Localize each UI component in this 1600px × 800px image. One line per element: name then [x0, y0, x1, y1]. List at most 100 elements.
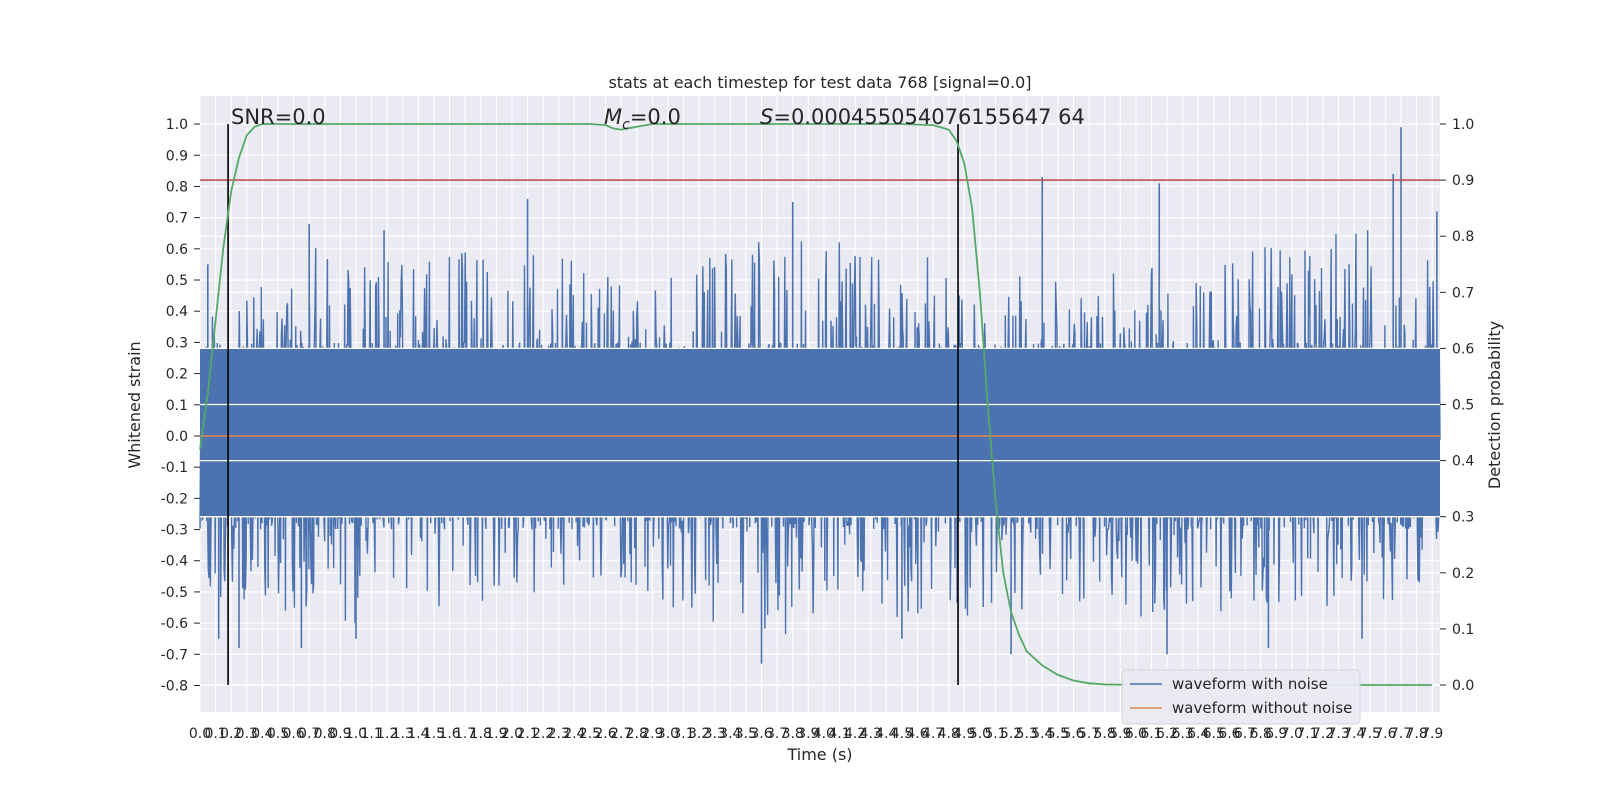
y-left-tick-label: -0.1 — [161, 460, 188, 476]
y-right-tick-label: 0.2 — [1452, 566, 1474, 582]
annotation-s-symbol: S — [760, 105, 773, 129]
x-tick-label: 1.0 — [345, 726, 367, 742]
x-tick-label: 7.2 — [1312, 726, 1334, 742]
x-tick-label: 3.3 — [704, 726, 726, 742]
x-tick-label: 5.6 — [1062, 726, 1084, 742]
x-tick-label: 6.1 — [1140, 726, 1162, 742]
y-left-tick-label: -0.8 — [161, 678, 188, 694]
series-waveform-without-noise — [200, 347, 1440, 518]
annotation-s-value: =0.000455054076155647 64 — [773, 105, 1085, 129]
x-axis-label: Time (s) — [786, 745, 852, 764]
x-tick-label: 2.8 — [626, 726, 648, 742]
x-tick-label: 5.3 — [1016, 726, 1038, 742]
x-tick-label: 6.5 — [1203, 726, 1225, 742]
x-tick-label: 1.5 — [423, 726, 445, 742]
x-tick-label: 1.4 — [407, 726, 429, 742]
x-tick-label: 6.6 — [1218, 726, 1240, 742]
x-tick-label: 2.0 — [501, 726, 523, 742]
x-tick-label: 1.3 — [392, 726, 414, 742]
y-left-tick-label: 0.0 — [166, 429, 188, 445]
x-tick-label: 6.9 — [1265, 726, 1287, 742]
x-tick-label: 4.0 — [813, 726, 835, 742]
y-left-axis-label: Whitened strain — [125, 341, 144, 468]
x-tick-label: 7.7 — [1390, 726, 1412, 742]
y-right-tick-label: 0.1 — [1452, 622, 1474, 638]
x-tick-label: 4.4 — [875, 726, 897, 742]
x-tick-label: 7.5 — [1359, 726, 1381, 742]
x-tick-label: 0.1 — [204, 726, 226, 742]
x-tick-label: 7.1 — [1296, 726, 1318, 742]
x-tick-label: 3.1 — [672, 726, 694, 742]
x-tick-label: 5.7 — [1078, 726, 1100, 742]
x-tick-label: 5.1 — [984, 726, 1006, 742]
x-tick-label: 0.5 — [267, 726, 289, 742]
x-tick-label: 2.4 — [563, 726, 585, 742]
x-tick-label: 0.2 — [220, 726, 242, 742]
x-tick-label: 4.6 — [906, 726, 928, 742]
y-left-tick-label: -0.7 — [161, 647, 188, 663]
x-tick-label: 4.1 — [828, 726, 850, 742]
x-tick-label: 3.2 — [688, 726, 710, 742]
x-tick-label: 3.8 — [782, 726, 804, 742]
x-tick-label: 1.1 — [360, 726, 382, 742]
x-tick-label: 7.8 — [1405, 726, 1427, 742]
chart-title: stats at each timestep for test data 768… — [608, 73, 1031, 92]
x-tick-label: 2.1 — [516, 726, 538, 742]
x-tick-label: 4.5 — [891, 726, 913, 742]
x-tick-label: 5.9 — [1109, 726, 1131, 742]
x-tick-label: 0.7 — [298, 726, 320, 742]
x-tick-label: 4.3 — [860, 726, 882, 742]
legend-box — [1121, 669, 1361, 725]
y-right-tick-label: 0.9 — [1452, 173, 1474, 189]
x-tick-label: 1.9 — [485, 726, 507, 742]
legend-label-clean: waveform without noise — [1172, 699, 1352, 717]
y-right-tick-label: 0.0 — [1452, 678, 1474, 694]
x-tick-label: 2.5 — [579, 726, 601, 742]
x-tick-label: 6.3 — [1172, 726, 1194, 742]
x-tick-label: 5.8 — [1094, 726, 1116, 742]
noise-trace — [199, 230, 1441, 635]
y-left-tick-label: 0.5 — [166, 273, 188, 289]
y-right-tick-label: 0.7 — [1452, 285, 1474, 301]
x-tick-label: 6.7 — [1234, 726, 1256, 742]
annotation-s: S=0.000455054076155647 64 — [760, 105, 1085, 129]
x-tick-label: 5.5 — [1047, 726, 1069, 742]
x-tick-label: 7.3 — [1327, 726, 1349, 742]
x-tick-label: 2.2 — [532, 726, 554, 742]
x-tick-label: 6.8 — [1249, 726, 1271, 742]
y-left-tick-label: -0.5 — [161, 585, 188, 601]
x-tick-label: 0.9 — [329, 726, 351, 742]
y-left-tick-label: -0.6 — [161, 616, 188, 632]
y-left-tick-label: -0.2 — [161, 491, 188, 507]
x-tick-label: 7.4 — [1343, 726, 1365, 742]
x-tick-label: 4.9 — [953, 726, 975, 742]
y-right-tick-label: 0.4 — [1452, 454, 1474, 470]
series-waveform-with-noise — [199, 127, 1441, 664]
y-left-tick-label: -0.4 — [161, 554, 188, 570]
y-right-axis-label: Detection probability — [1485, 321, 1504, 489]
x-tick-label: 0.8 — [314, 726, 336, 742]
x-tick-label: 1.8 — [470, 726, 492, 742]
x-tick-label: 1.2 — [376, 726, 398, 742]
y-right-axis-tick-labels: 0.0 0.1 0.2 0.3 0.4 0.5 0.6 0.7 0.8 0.9 1.0 — [1440, 117, 1474, 694]
x-tick-label: 0.0 — [189, 726, 211, 742]
x-tick-label: 4.2 — [844, 726, 866, 742]
x-tick-label: 4.8 — [938, 726, 960, 742]
annotation-mc-symbol: M — [604, 105, 622, 129]
annotation-mc: Mc=0.0 — [604, 105, 681, 133]
x-tick-label: 3.5 — [735, 726, 757, 742]
y-left-tick-label: 0.1 — [166, 398, 188, 414]
x-tick-label: 3.0 — [657, 726, 679, 742]
y-left-tick-label: 0.9 — [166, 148, 188, 164]
x-tick-label: 5.2 — [1000, 726, 1022, 742]
x-tick-label: 0.3 — [236, 726, 258, 742]
x-tick-label: 7.9 — [1421, 726, 1443, 742]
y-right-tick-label: 0.8 — [1452, 229, 1474, 245]
y-left-axis-tick-labels: -0.8 -0.7 -0.6 -0.5 -0.4 -0.3 -0.2 -0.1 0.0 0.1 0.… — [161, 117, 200, 694]
x-tick-label: 2.3 — [548, 726, 570, 742]
y-right-tick-label: 0.6 — [1452, 341, 1474, 357]
x-tick-label: 1.6 — [438, 726, 460, 742]
legend-label-noise: waveform with noise — [1172, 675, 1328, 693]
x-tick-label: 5.0 — [969, 726, 991, 742]
